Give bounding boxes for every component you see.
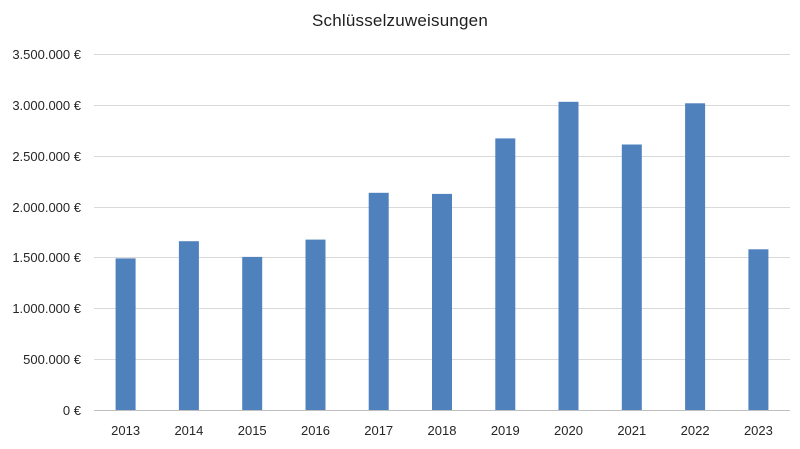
chart-title: Schlüsselzuweisungen bbox=[312, 11, 488, 30]
y-tick-label: 2.500.000 € bbox=[12, 149, 81, 164]
x-tick-label: 2020 bbox=[554, 423, 583, 438]
bar-2020 bbox=[558, 101, 579, 411]
x-tick-label: 2022 bbox=[681, 423, 710, 438]
y-axis-tick-labels: 0 € 500.000 € 1.000.000 € 1.500.000 € 2.000.… bbox=[12, 47, 81, 418]
y-tick-label: 500.000 € bbox=[23, 352, 82, 367]
bar-2023 bbox=[748, 249, 769, 410]
x-tick-label: 2016 bbox=[301, 423, 330, 438]
bar-2022 bbox=[685, 103, 706, 411]
bar-2018 bbox=[432, 193, 452, 410]
y-tick-label: 1.500.000 € bbox=[12, 250, 81, 265]
x-tick-label: 2018 bbox=[428, 423, 457, 438]
x-axis-tick-labels: 2013 2014 2015 2016 2017 2018 2019 2020 2021 2022… bbox=[111, 423, 773, 438]
x-tick-label: 2017 bbox=[364, 423, 393, 438]
x-tick-label: 2013 bbox=[111, 423, 140, 438]
bar-2014 bbox=[178, 241, 199, 410]
bar-2021 bbox=[621, 144, 642, 410]
bar-2017 bbox=[368, 192, 389, 410]
x-tick-label: 2021 bbox=[617, 423, 646, 438]
y-tick-label: 2.000.000 € bbox=[12, 200, 81, 215]
bar-2013 bbox=[115, 258, 136, 410]
x-tick-label: 2019 bbox=[491, 423, 520, 438]
x-tick-label: 2015 bbox=[238, 423, 267, 438]
y-tick-label: 0 € bbox=[63, 403, 82, 418]
bar-2019 bbox=[495, 138, 516, 410]
y-tick-label: 3.500.000 € bbox=[12, 47, 81, 62]
y-tick-label: 1.000.000 € bbox=[12, 301, 81, 316]
bar-2016 bbox=[305, 239, 326, 410]
x-tick-label: 2014 bbox=[174, 423, 203, 438]
bar-2015 bbox=[242, 256, 263, 410]
bars bbox=[115, 101, 769, 411]
x-tick-label: 2023 bbox=[744, 423, 773, 438]
y-tick-label: 3.000.000 € bbox=[12, 98, 81, 113]
